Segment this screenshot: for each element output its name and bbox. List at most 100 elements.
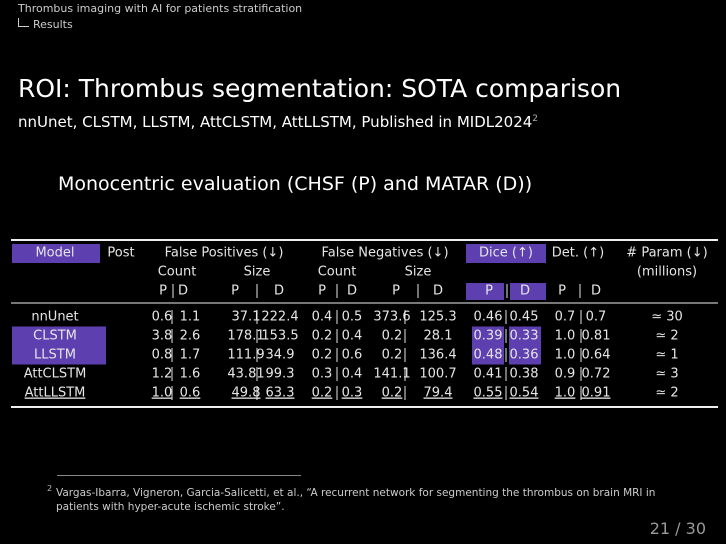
row-highlight xyxy=(509,345,541,365)
table-cell: 0.7 xyxy=(586,310,607,325)
table-cell: 49.8 xyxy=(232,386,261,401)
table-cell: ≃ 2 xyxy=(655,386,678,401)
table-cell: 99.3 xyxy=(266,367,295,382)
table-cell: 0.3 xyxy=(342,386,363,401)
table-cell: 34.9 xyxy=(266,348,295,363)
table-cell: 0.2 xyxy=(382,386,403,401)
header-highlight xyxy=(466,244,546,263)
table-cell: 0.81 xyxy=(582,329,611,344)
tree-mark xyxy=(18,18,29,27)
footnote-rule xyxy=(57,475,301,476)
table-cell: 125.3 xyxy=(419,310,456,325)
column-header: P xyxy=(159,284,167,299)
table-cell: 79.4 xyxy=(424,386,453,401)
row-highlight xyxy=(12,345,106,365)
column-header: D xyxy=(274,284,284,299)
model-name: CLSTM xyxy=(33,329,77,344)
table-cell: 0.41 xyxy=(474,367,503,382)
table-cell: 373.6 xyxy=(373,310,410,325)
column-header: # Param (↓) xyxy=(626,246,707,261)
table-cell: 153.5 xyxy=(261,329,298,344)
table-cell: 0.45 xyxy=(510,310,539,325)
table-cell: 0.2 xyxy=(382,348,403,363)
subsection[interactable]: Results xyxy=(33,18,73,31)
table-cell: 0.38 xyxy=(510,367,539,382)
row-highlight xyxy=(509,326,541,346)
column-header: P xyxy=(485,284,493,299)
column-header: D xyxy=(520,284,530,299)
table-cell: 0.6 xyxy=(152,310,173,325)
table-cell: ≃ 30 xyxy=(651,310,683,325)
table-cell: 37.1 xyxy=(232,310,261,325)
column-header: P xyxy=(392,284,400,299)
header-highlight xyxy=(466,283,504,300)
table-cell: 0.39 xyxy=(474,329,503,344)
row-highlight xyxy=(472,345,504,365)
subtitle-text: nnUnet, CLSTM, LLSTM, AttCLSTM, AttLLSTM… xyxy=(18,113,533,131)
table-cell: 178.1 xyxy=(227,329,264,344)
footnote-mark: 2 xyxy=(47,484,53,493)
table-cell: 0.9 xyxy=(555,367,576,382)
column-header: D xyxy=(591,284,601,299)
table-cell: 0.6 xyxy=(342,348,363,363)
column-header: Count xyxy=(318,265,357,280)
column-header: Dice (↑) xyxy=(479,246,533,261)
table-cell: 0.5 xyxy=(342,310,363,325)
table-cell: 1.2 xyxy=(152,367,173,382)
table-cell: 100.7 xyxy=(419,367,456,382)
table-cell: 0.8 xyxy=(152,348,173,363)
footnote-ref: 2 xyxy=(532,114,539,124)
table-cell: 222.4 xyxy=(261,310,298,325)
table-cell: 0.2 xyxy=(312,329,333,344)
slide-subtitle: nnUnet, CLSTM, LLSTM, AttCLSTM, AttLLSTM… xyxy=(18,113,538,131)
column-header: Size xyxy=(405,265,432,280)
table-cell: 0.6 xyxy=(180,386,201,401)
row-highlight xyxy=(472,326,504,346)
model-name: nnUnet xyxy=(31,310,78,325)
header-highlight xyxy=(510,283,546,300)
table-cell: 1.0 xyxy=(152,386,173,401)
table-cell: 0.3 xyxy=(312,367,333,382)
table-cell: 0.2 xyxy=(312,386,333,401)
section-nav[interactable]: Thrombus imaging with AI for patients st… xyxy=(18,2,303,15)
slide-title: ROI: Thrombus segmentation: SOTA compari… xyxy=(18,74,622,103)
table-cell: 0.7 xyxy=(555,310,576,325)
table-cell: 0.4 xyxy=(342,329,363,344)
subsection-nav[interactable]: Results xyxy=(18,18,73,31)
table-cell: 111.9 xyxy=(227,348,264,363)
table-cell: 0.46 xyxy=(474,310,503,325)
column-header: P xyxy=(318,284,326,299)
table-cell: ≃ 2 xyxy=(655,329,678,344)
table-cell: 0.48 xyxy=(474,348,503,363)
page-number: 21 / 30 xyxy=(649,519,706,538)
row-highlight xyxy=(12,326,106,346)
table-cell: 0.72 xyxy=(582,367,611,382)
table-cell: 1.1 xyxy=(180,310,201,325)
section-heading: Monocentric evaluation (CHSF (P) and MAT… xyxy=(58,173,533,195)
table-cell: 0.91 xyxy=(582,386,611,401)
header-highlight xyxy=(12,244,100,263)
table-cell: 1.7 xyxy=(180,348,201,363)
table-cell: 1.0 xyxy=(555,348,576,363)
table-cell: 0.33 xyxy=(510,329,539,344)
table-cell: 0.2 xyxy=(312,348,333,363)
table-cell: 0.4 xyxy=(342,367,363,382)
column-header: Post xyxy=(107,246,134,261)
table-cell: 28.1 xyxy=(424,329,453,344)
table-cell: 0.2 xyxy=(382,329,403,344)
table-cell: 1.0 xyxy=(555,386,576,401)
column-header: D xyxy=(178,284,188,299)
table-cell: ≃ 3 xyxy=(655,367,678,382)
table-cell: 2.6 xyxy=(180,329,201,344)
table-cell: 0.4 xyxy=(312,310,333,325)
footnote-text: Vargas-Ibarra, Vigneron, Garcia-Salicett… xyxy=(56,487,656,513)
table-cell: 63.3 xyxy=(266,386,295,401)
column-header: Count xyxy=(158,265,197,280)
column-header: D xyxy=(433,284,443,299)
table-cell: 43.81 xyxy=(227,367,264,382)
table-cell: ≃ 1 xyxy=(655,348,678,363)
column-header: Det. (↑) xyxy=(552,246,604,261)
column-header: False Negatives (↓) xyxy=(321,246,448,261)
